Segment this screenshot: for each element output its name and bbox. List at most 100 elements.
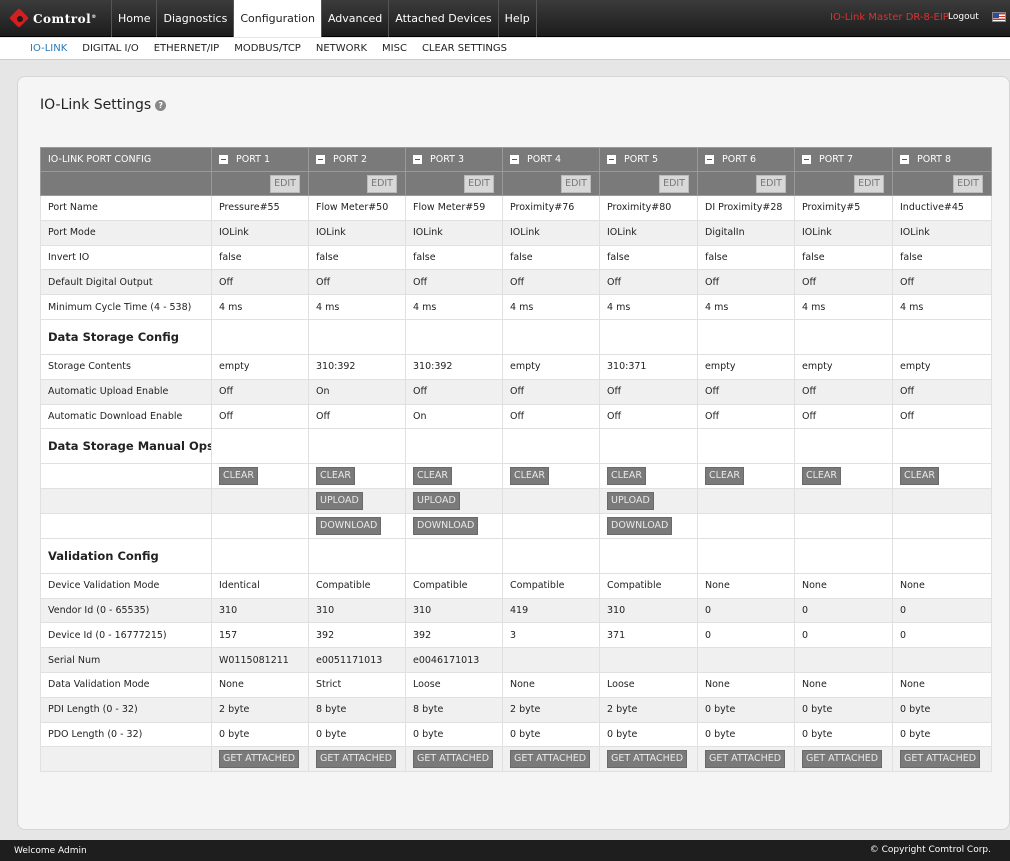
row-label: Device Id (0 - 16777215)	[40, 622, 212, 649]
us-flag-icon[interactable]	[992, 12, 1006, 22]
cell-value: On	[405, 403, 503, 430]
button-cell: UPLOAD	[599, 488, 698, 514]
subnav-misc[interactable]: MISC	[382, 43, 407, 54]
collapse-icon[interactable]	[316, 155, 325, 164]
get-attached-button[interactable]: GET ATTACHED	[219, 750, 300, 769]
subnav-modbus-tcp[interactable]: MODBUS/TCP	[234, 43, 301, 54]
clear-button[interactable]: CLEAR	[607, 467, 647, 486]
cell-value: IOLink	[892, 219, 992, 246]
section-cell	[502, 537, 600, 574]
download-button[interactable]: DOWNLOAD	[607, 516, 673, 535]
cell-value: empty	[697, 353, 795, 380]
subnav-io-link[interactable]: IO-LINK	[30, 43, 68, 54]
button-cell: DOWNLOAD	[599, 512, 698, 539]
cell-value: Flow Meter#59	[405, 195, 503, 221]
subnav-network[interactable]: NETWORK	[315, 43, 368, 54]
edit-cell: EDIT	[308, 171, 406, 196]
nav-attached-devices[interactable]: Attached Devices	[388, 0, 497, 37]
clear-button[interactable]: CLEAR	[802, 467, 842, 486]
collapse-icon[interactable]	[607, 155, 616, 164]
get-attached-button[interactable]: GET ATTACHED	[802, 750, 883, 769]
cell-value: 0 byte	[502, 721, 600, 748]
subnav-digital-io[interactable]: DIGITAL I/O	[82, 43, 139, 54]
cell-value: Off	[308, 269, 406, 296]
logout-link[interactable]: Logout	[948, 12, 979, 22]
clear-button[interactable]: CLEAR	[510, 467, 550, 486]
collapse-icon[interactable]	[510, 155, 519, 164]
upload-button[interactable]: UPLOAD	[607, 492, 654, 511]
clear-button[interactable]: CLEAR	[413, 467, 453, 486]
cell-value: Off	[697, 378, 795, 405]
button-row: UPLOAD UPLOAD UPLOAD	[40, 488, 992, 514]
collapse-icon[interactable]	[802, 155, 811, 164]
cell-value: 0 byte	[211, 721, 309, 748]
get-attached-button[interactable]: GET ATTACHED	[900, 750, 981, 769]
cell-value: Off	[211, 269, 309, 296]
download-button[interactable]: DOWNLOAD	[413, 516, 479, 535]
section-cell	[308, 318, 406, 355]
clear-button[interactable]: CLEAR	[316, 467, 356, 486]
cell-value: 4 ms	[697, 294, 795, 320]
cell-value: Off	[211, 378, 309, 405]
upload-button[interactable]: UPLOAD	[316, 492, 363, 511]
subnav-ethernet-ip[interactable]: ETHERNET/IP	[153, 43, 220, 54]
get-attached-button[interactable]: GET ATTACHED	[316, 750, 397, 769]
row-label: Automatic Download Enable	[40, 403, 212, 430]
get-attached-button[interactable]: GET ATTACHED	[607, 750, 688, 769]
button-cell: CLEAR	[502, 463, 600, 490]
button-cell	[502, 512, 600, 539]
header-row: IO-LINK PORT CONFIG PORT 1 PORT 2 PORT 3 POR…	[40, 147, 992, 172]
nav-configuration[interactable]: Configuration	[233, 0, 321, 37]
subnav-clear-settings[interactable]: CLEAR SETTINGS	[421, 43, 508, 54]
collapse-icon[interactable]	[705, 155, 714, 164]
button-cell	[697, 488, 795, 514]
cell-value: 0 byte	[794, 721, 893, 748]
comtrol-logo[interactable]: Comtrol®	[10, 8, 97, 30]
edit-button[interactable]: EDIT	[756, 174, 786, 193]
button-cell	[892, 512, 992, 539]
download-button[interactable]: DOWNLOAD	[316, 516, 382, 535]
clear-button[interactable]: CLEAR	[705, 467, 745, 486]
edit-button[interactable]: EDIT	[464, 174, 494, 193]
collapse-icon[interactable]	[219, 155, 228, 164]
table-row: Data Validation Mode None Strict Loose None L…	[40, 671, 992, 698]
button-cell: GET ATTACHED	[892, 746, 992, 773]
cell-value: 4 ms	[308, 294, 406, 320]
clear-button[interactable]: CLEAR	[900, 467, 940, 486]
clear-button[interactable]: CLEAR	[219, 467, 259, 486]
cell-value: empty	[892, 353, 992, 380]
edit-button[interactable]: EDIT	[953, 174, 983, 193]
cell-value: Compatible	[405, 572, 503, 599]
get-attached-button[interactable]: GET ATTACHED	[705, 750, 786, 769]
collapse-icon[interactable]	[413, 155, 422, 164]
table-row: Port Mode IOLink IOLink IOLink IOLink IOLink D…	[40, 219, 992, 246]
edit-button[interactable]: EDIT	[561, 174, 591, 193]
edit-cell: EDIT	[599, 171, 698, 196]
upload-button[interactable]: UPLOAD	[413, 492, 460, 511]
edit-button[interactable]: EDIT	[854, 174, 884, 193]
section-cell	[405, 537, 503, 574]
cell-value: Off	[405, 269, 503, 296]
cell-value: W0115081211	[211, 647, 309, 673]
section-cell	[599, 318, 698, 355]
edit-row-label	[40, 171, 212, 196]
table-row: Serial Num W0115081211 e0051171013 e0046171…	[40, 647, 992, 673]
edit-button[interactable]: EDIT	[270, 174, 300, 193]
cell-value: IOLink	[308, 219, 406, 246]
get-attached-button[interactable]: GET ATTACHED	[510, 750, 591, 769]
edit-button[interactable]: EDIT	[659, 174, 689, 193]
get-attached-button[interactable]: GET ATTACHED	[413, 750, 494, 769]
get-attached-row: GET ATTACHED GET ATTACHED GET ATTACHED GET …	[40, 746, 992, 773]
section-cell	[211, 428, 309, 465]
cell-value: Off	[794, 269, 893, 296]
cell-value: false	[599, 244, 698, 271]
nav-help[interactable]: Help	[497, 0, 537, 37]
edit-button[interactable]: EDIT	[367, 174, 397, 193]
cell-value: 2 byte	[211, 696, 309, 723]
help-icon[interactable]: ?	[155, 99, 167, 111]
collapse-icon[interactable]	[900, 155, 909, 164]
nav-advanced[interactable]: Advanced	[320, 0, 388, 37]
nav-home[interactable]: Home	[111, 0, 156, 37]
nav-diagnostics[interactable]: Diagnostics	[156, 0, 233, 37]
cell-value: 4 ms	[211, 294, 309, 320]
